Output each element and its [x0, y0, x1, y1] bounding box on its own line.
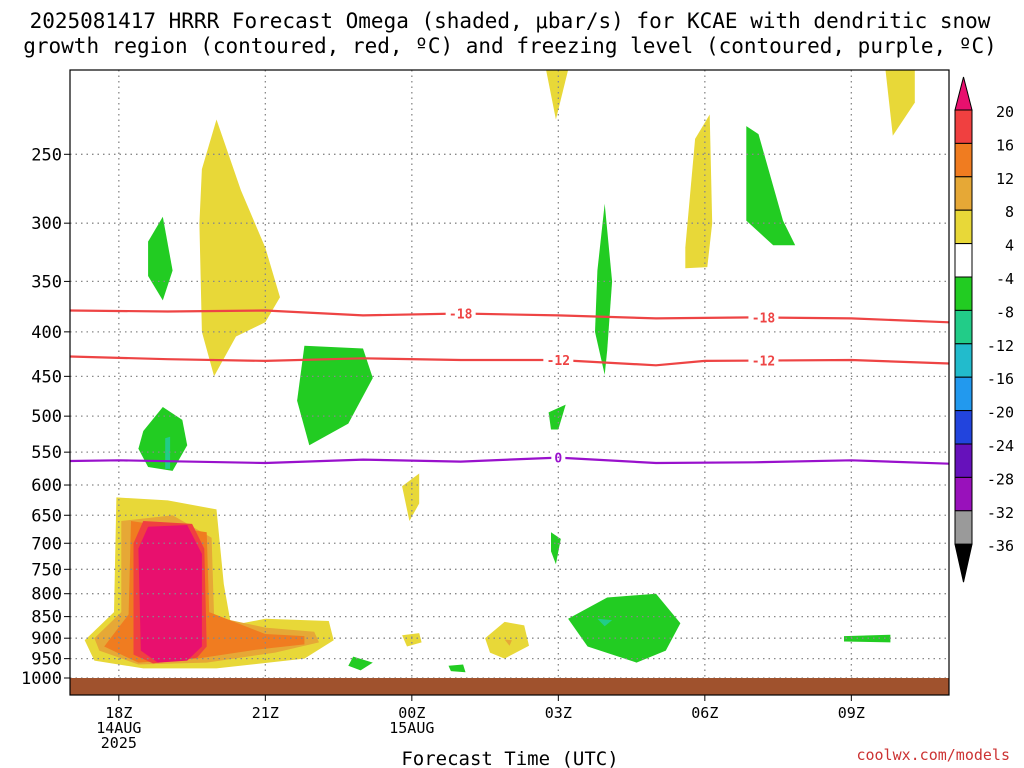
colorbar-tick-label: -20 [987, 404, 1014, 422]
colorbar-swatch [954, 543, 973, 583]
x-tick-label: 06Z [691, 704, 718, 722]
omega-region [595, 203, 613, 375]
colorbar-tick-label: -12 [987, 337, 1014, 355]
colorbar-swatch [954, 343, 973, 378]
omega-region [348, 656, 373, 671]
contour-label: -12 [752, 355, 775, 370]
y-tick-label: 900 [31, 629, 62, 649]
colorbar-swatch [954, 276, 973, 311]
omega-region [448, 664, 466, 673]
contour-label: -18 [449, 307, 473, 322]
colorbar-tick-label: -16 [987, 370, 1014, 388]
y-tick-label: 600 [31, 476, 62, 496]
contour-label-background [748, 309, 779, 326]
contour-label: 0 [554, 452, 562, 467]
colorbar-tick-label: 4 [1005, 237, 1014, 255]
omega-region [568, 593, 681, 663]
y-tick-label: 550 [31, 443, 62, 463]
colorbar-tick-label: -32 [987, 504, 1014, 522]
contour-line [69, 355, 950, 367]
omega-region [844, 634, 891, 643]
y-tick-label: 250 [31, 145, 62, 165]
contour-line [69, 309, 950, 324]
omega-region [504, 639, 512, 646]
contour-label-background [445, 305, 476, 322]
temperature-contours: -18 -18 -12 -12 0 [69, 305, 950, 467]
omega-region [402, 633, 422, 647]
y-tick-label: 800 [31, 585, 62, 605]
colorbar-swatch [954, 443, 973, 478]
x-tick-label: 18Z [105, 704, 132, 722]
y-tick-label: 400 [31, 323, 62, 343]
y-tick-label: 700 [31, 534, 62, 554]
colorbar-swatch [954, 243, 973, 278]
colorbar-tick-label: -24 [987, 437, 1014, 455]
y-tick-label: 1000 [21, 669, 62, 689]
chart-title-line-2: growth region (contoured, red, ºC) and f… [23, 34, 997, 58]
x-tick-label: 2025 [101, 734, 137, 752]
y-tick-label: 950 [31, 650, 62, 670]
omega-region [138, 407, 188, 471]
omega-region [597, 618, 613, 627]
contour-label: -12 [547, 354, 570, 369]
plot-area: -18 -18 -12 -12 0 [69, 69, 950, 696]
colorbar-swatch [954, 376, 973, 412]
omega-region [885, 70, 915, 136]
colorbar-swatch [954, 176, 973, 211]
colorbar-tick-label: 16 [996, 136, 1014, 154]
y-tick-label: 350 [31, 272, 62, 292]
colorbar-swatch [954, 76, 973, 111]
omega-region [548, 404, 566, 430]
colorbar-tick-label: 12 [996, 170, 1014, 188]
contour-label-background [543, 352, 574, 369]
contour-label-background [748, 352, 779, 369]
y-tick-label: 850 [31, 608, 62, 628]
colorbar-swatch [954, 309, 973, 345]
colorbar-tick-label: -8 [996, 303, 1014, 321]
colorbar-tick-label: 20 [996, 103, 1014, 121]
x-axis-label: Forecast Time (UTC) [401, 748, 618, 768]
colorbar-swatch [954, 142, 973, 178]
omega-region [297, 345, 373, 446]
x-tick-label: 21Z [252, 704, 279, 722]
omega-colorbar: 20 16 12 8 4 -4 -8 -12 -16 -20 -24 -28 -32 -36 [954, 76, 1014, 583]
contour-label: -18 [752, 312, 776, 327]
colorbar-swatch [954, 109, 973, 144]
omega-region [551, 532, 561, 565]
colorbar-swatch [954, 410, 973, 445]
x-tick-label: 00Z [398, 704, 425, 722]
colorbar-swatch [954, 510, 973, 545]
colorbar-tick-label: 8 [1005, 203, 1014, 221]
contour-line [69, 456, 950, 465]
ground-surface [70, 678, 949, 695]
y-tick-label: 650 [31, 506, 62, 526]
omega-region [148, 216, 173, 301]
omega-region [685, 114, 713, 269]
x-tick-label: 09Z [838, 704, 865, 722]
omega-region [199, 119, 280, 377]
colorbar-swatch [954, 476, 973, 512]
x-tick-label: 15AUG [389, 719, 434, 737]
omega-region [546, 70, 569, 120]
colorbar-tick-label: -28 [987, 470, 1014, 488]
omega-region [746, 126, 796, 246]
y-tick-label: 500 [31, 407, 62, 427]
y-axis-ticks: 2503003504004505005506006507007508008509… [21, 145, 70, 689]
omega-shaded-regions [84, 70, 915, 673]
x-tick-label: 14AUG [96, 719, 141, 737]
y-tick-label: 750 [31, 560, 62, 580]
y-tick-label: 450 [31, 367, 62, 387]
chart-title-line-1: 2025081417 HRRR Forecast Omega (shaded, … [30, 9, 991, 33]
x-tick-label: 03Z [545, 704, 572, 722]
colorbar-swatch [954, 209, 973, 245]
credit-text: coolwx.com/models [856, 746, 1010, 764]
plot-frame [69, 69, 950, 696]
colorbar-tick-label: -36 [987, 537, 1014, 555]
y-tick-label: 300 [31, 214, 62, 234]
omega-region [402, 473, 420, 521]
contour-label-background [551, 449, 566, 466]
colorbar-tick-label: -4 [996, 270, 1014, 288]
